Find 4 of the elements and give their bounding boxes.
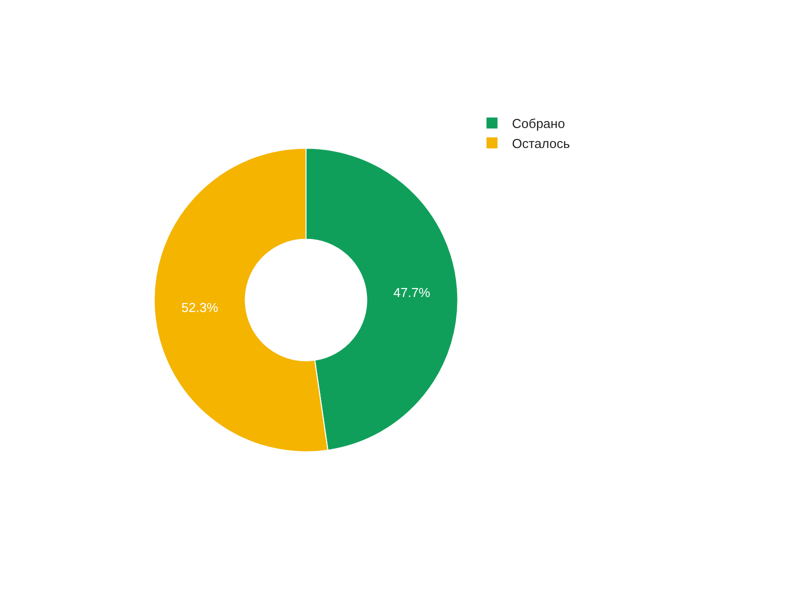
data-label: 47.7% bbox=[393, 284, 431, 300]
data-label: 52.3% bbox=[181, 300, 219, 316]
legend-label: Собрано bbox=[512, 116, 565, 132]
legend-label: Осталось bbox=[512, 136, 570, 151]
